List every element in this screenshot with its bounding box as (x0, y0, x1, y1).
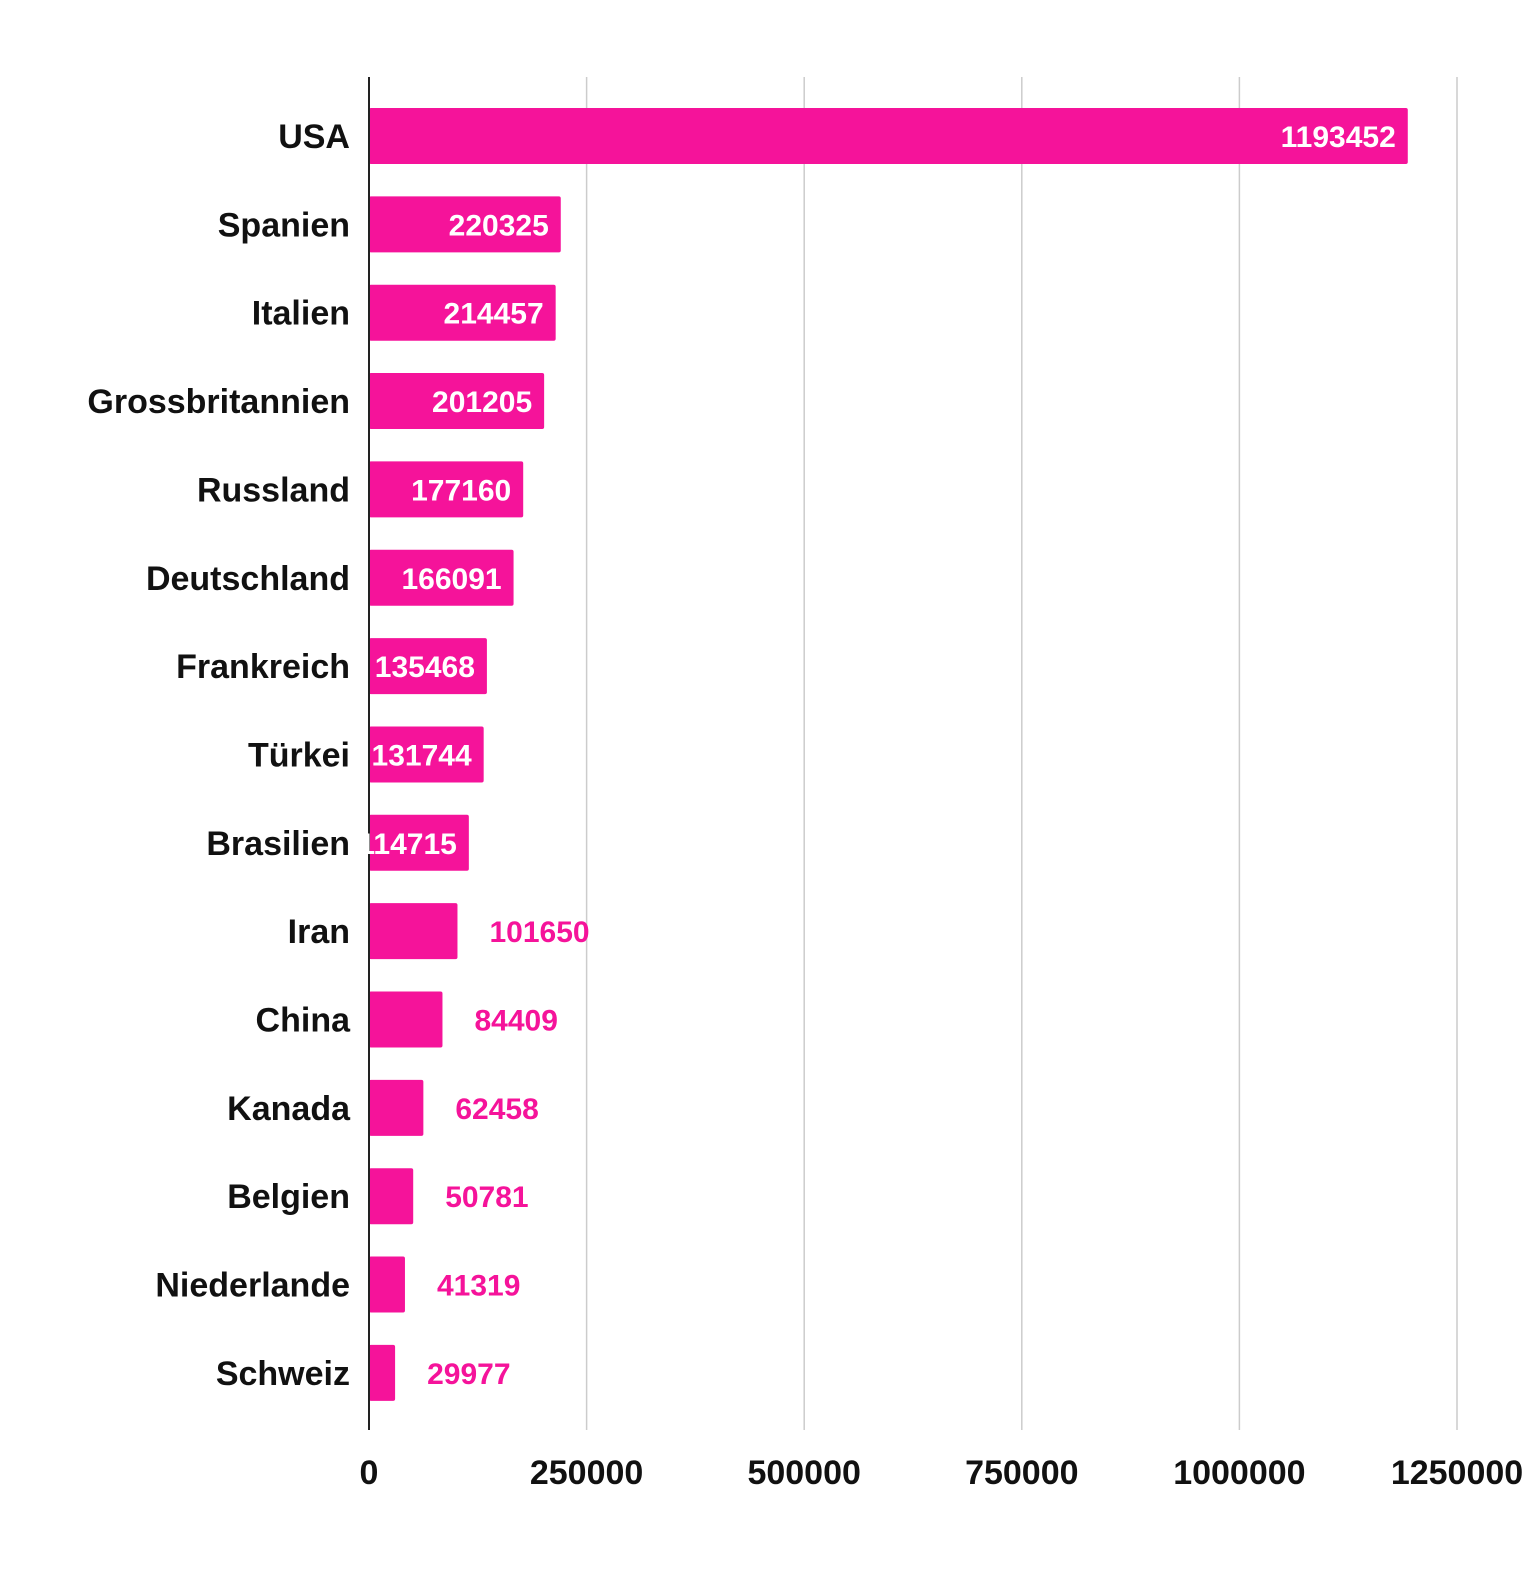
bar (369, 1256, 405, 1313)
data-label: 29977 (427, 1358, 510, 1391)
category-label: Niederlande (155, 1267, 350, 1305)
category-label: Iran (288, 913, 350, 951)
category-label: Türkei (248, 736, 350, 774)
category-label: Grossbritannien (87, 383, 350, 421)
category-label: Brasilien (206, 825, 350, 863)
data-label: 101650 (489, 916, 589, 949)
gridlines (585, 77, 1458, 1430)
category-label: Spanien (218, 206, 350, 244)
x-tick-label: 1000000 (1173, 1454, 1305, 1492)
category-label: China (256, 1002, 352, 1040)
x-tick-label: 1250000 (1391, 1454, 1523, 1492)
category-label: Schweiz (216, 1355, 350, 1393)
category-label: USA (278, 118, 350, 156)
bar (369, 991, 443, 1048)
category-label: Italien (252, 295, 350, 333)
data-label: 135468 (375, 651, 475, 684)
x-tick-label: 250000 (530, 1454, 643, 1492)
bar (369, 1168, 414, 1225)
bar (369, 1079, 424, 1136)
data-label: 114715 (358, 828, 456, 861)
category-label: Belgien (227, 1178, 350, 1216)
bar (369, 903, 458, 960)
bars (369, 108, 1408, 1401)
x-tick-labels: 0 250000 500000 750000 1000000 1250000 (360, 1454, 1524, 1492)
category-label: Frankreich (176, 648, 350, 686)
data-label: 177160 (411, 474, 511, 507)
bar (369, 373, 545, 430)
data-label: 220325 (449, 209, 549, 242)
data-label: 131744 (372, 739, 472, 772)
category-label: Russland (197, 471, 350, 509)
data-label: 166091 (401, 563, 501, 596)
category-label: Deutschland (146, 560, 350, 598)
data-label: 50781 (445, 1181, 528, 1214)
bar (369, 108, 1408, 164)
data-label: 201205 (432, 386, 532, 419)
bar (369, 726, 484, 783)
x-tick-label: 750000 (965, 1454, 1078, 1492)
bar (369, 814, 469, 871)
bar (369, 638, 487, 695)
data-label: 1193452 (1281, 121, 1396, 154)
value-labels: 1193452 220325 214457 201205 177160 166091 135… (358, 121, 1395, 1391)
bar (369, 549, 514, 606)
data-label: 214457 (444, 298, 544, 331)
data-label: 84409 (474, 1005, 557, 1038)
data-label: 62458 (455, 1093, 538, 1126)
bar (369, 461, 524, 518)
x-tick-label: 500000 (747, 1454, 860, 1492)
category-label: Kanada (227, 1090, 351, 1128)
x-tick-label: 0 (360, 1454, 379, 1492)
bar (369, 196, 561, 253)
bar (369, 1344, 396, 1401)
bar (369, 284, 556, 341)
data-label: 41319 (437, 1270, 520, 1303)
category-labels: USA Spanien Italien Grossbritannien Russland… (87, 118, 351, 1393)
